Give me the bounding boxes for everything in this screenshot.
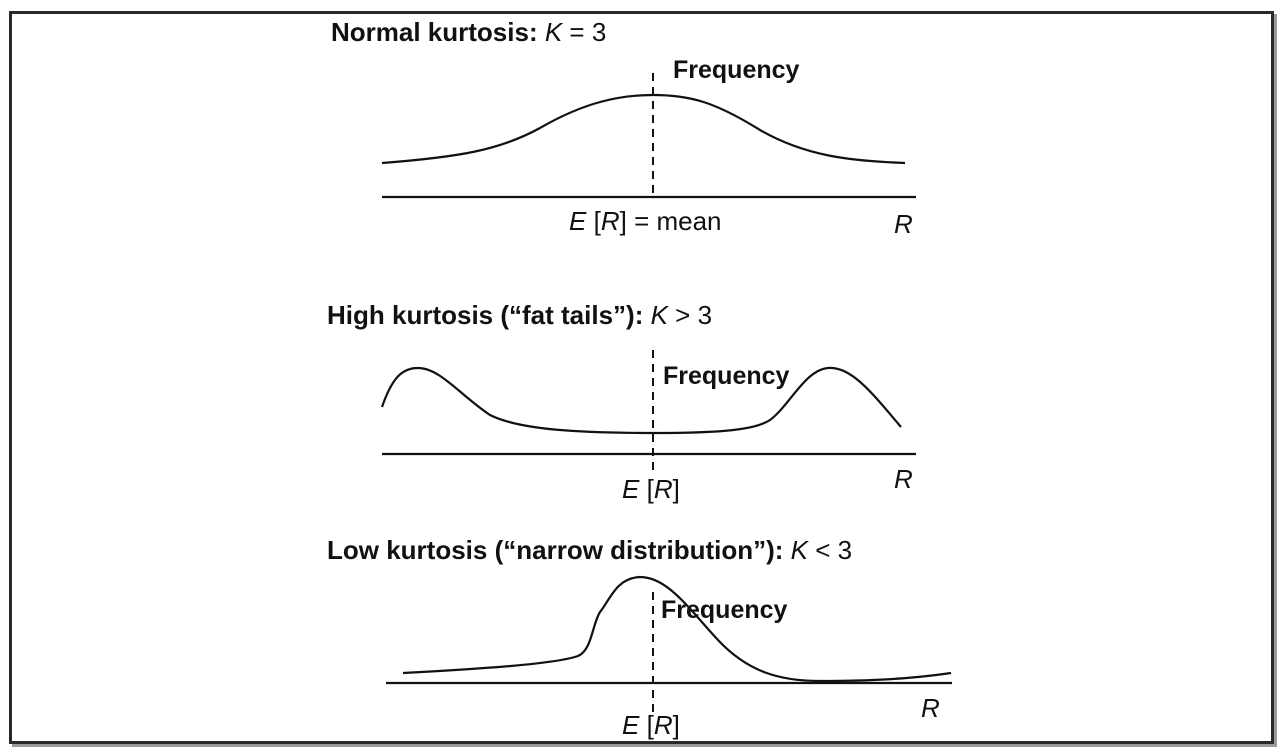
normal-mean-label: E [R] = mean <box>569 206 722 236</box>
normal-distribution-curve <box>381 93 906 165</box>
figure-frame <box>9 11 1274 744</box>
normal-kurtosis-title: Normal kurtosis: K = 3 <box>331 17 607 47</box>
high-kurtosis-mean-label: E [R] <box>622 474 680 504</box>
low-kurtosis-title: Low kurtosis (“narrow distribution”): K … <box>327 535 853 565</box>
low-kurtosis-mean-label: E [R] <box>622 710 680 740</box>
low-kurtosis-curve <box>402 575 952 683</box>
low-kurtosis-frequency-label: Frequency <box>661 596 788 624</box>
high-kurtosis-frequency-label: Frequency <box>663 362 790 390</box>
normal-frequency-label: Frequency <box>673 56 800 84</box>
normal-axis-label: R <box>894 209 913 239</box>
high-kurtosis-axis-label: R <box>894 464 913 494</box>
high-kurtosis-curve <box>380 366 902 435</box>
low-kurtosis-axis-label: R <box>921 693 940 723</box>
high-kurtosis-title: High kurtosis (“fat tails”): K > 3 <box>327 300 713 330</box>
